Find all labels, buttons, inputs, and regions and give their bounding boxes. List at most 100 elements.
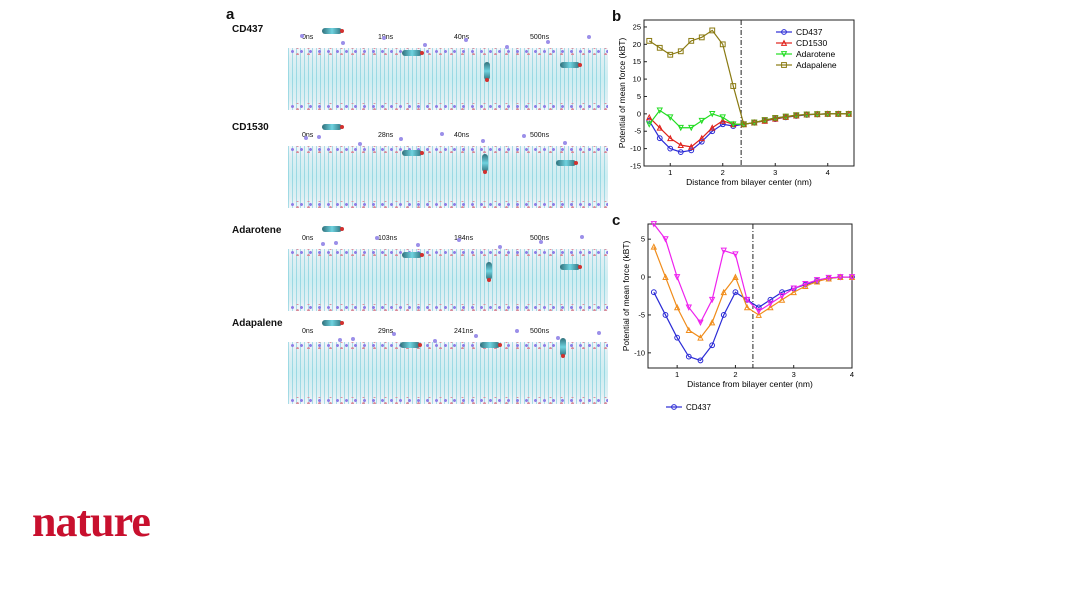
x-axis-label: Distance from bilayer center (nm) [686, 177, 812, 187]
data-point [781, 29, 787, 35]
drug-molecule [402, 150, 424, 156]
chart-c-pmf: 1 2 3 4 5 0 -5 -10 Distance from bilayer center … [621, 221, 856, 412]
legend-item: CD1530 [776, 38, 827, 48]
y-tick-label: 20 [633, 40, 641, 49]
data-point [719, 41, 726, 48]
water-molecule [304, 136, 308, 140]
data-point [824, 110, 831, 117]
y-tick-label: 0 [637, 109, 641, 118]
drug-molecule [322, 320, 344, 326]
y-tick-label: 25 [633, 22, 641, 31]
y-tick-label: 10 [633, 75, 641, 84]
data-point [761, 117, 768, 124]
legend-label: Adarotene [796, 49, 835, 59]
y-axis-label: Potential of mean force (kBT) [617, 38, 627, 149]
series-3 [646, 27, 852, 128]
data-point [697, 357, 704, 364]
data-point [677, 149, 684, 155]
water-molecule [515, 329, 519, 333]
data-point [814, 111, 821, 118]
data-point [793, 112, 800, 119]
water-molecule [457, 238, 461, 242]
data-point [767, 303, 774, 311]
chart-b-pmf: 1 2 3 4 25 20 15 10 5 0 -5 -10 -15 Distance from bila… [617, 19, 855, 187]
time-label: 29ns [378, 328, 394, 335]
drug-molecule [322, 28, 344, 34]
data-point [848, 274, 856, 281]
data-point [790, 288, 797, 296]
y-tick-label: 0 [641, 273, 645, 282]
data-point [802, 282, 809, 290]
panel-label-c: c [612, 212, 621, 229]
data-point [767, 300, 774, 308]
water-molecule [481, 139, 485, 143]
row-label-adarotene: Adarotene [232, 225, 282, 236]
series-2 [646, 107, 852, 132]
y-tick-label: -10 [634, 348, 645, 357]
data-point [743, 303, 751, 311]
row-label-adapalene: Adapalene [232, 318, 283, 329]
series-line [653, 246, 852, 339]
drug-molecule [402, 252, 424, 258]
data-point [781, 62, 787, 68]
drug-molecule [482, 154, 488, 174]
y-axis-label: Potential of mean force (kBT) [621, 241, 631, 352]
water-molecule [539, 240, 543, 244]
data-point [673, 303, 681, 311]
data-point [772, 115, 779, 121]
water-molecule [556, 336, 560, 340]
data-point [709, 110, 716, 118]
data-point [803, 111, 810, 118]
series-2 [650, 221, 856, 327]
data-point [650, 243, 658, 250]
series-0 [650, 274, 855, 364]
water-molecule [341, 41, 345, 45]
time-label: 241ns [454, 328, 474, 335]
x-axis-label: Distance from bilayer center (nm) [687, 379, 813, 389]
data-point [650, 289, 657, 296]
series-0 [646, 110, 852, 155]
data-point [677, 48, 684, 55]
data-point [656, 107, 663, 114]
x-tick-label: 4 [826, 168, 830, 177]
data-point [646, 121, 653, 128]
water-molecule [464, 38, 468, 42]
data-point [646, 37, 653, 44]
water-molecule [597, 331, 601, 335]
data-point [671, 404, 677, 410]
data-point [782, 113, 789, 120]
data-point [780, 51, 788, 58]
data-point [709, 27, 716, 34]
nature-logo: nature [32, 497, 151, 546]
data-point [667, 134, 674, 142]
data-point [778, 296, 786, 303]
data-point [740, 121, 747, 128]
data-point [688, 147, 695, 154]
water-molecule [399, 137, 403, 141]
data-point [662, 236, 669, 243]
y-tick-label: -5 [634, 127, 641, 136]
data-point [685, 304, 693, 311]
data-point [650, 221, 658, 228]
data-point [656, 135, 663, 142]
panel-label-a: a [226, 6, 235, 23]
series-1 [646, 110, 852, 150]
data-point [698, 34, 705, 41]
y-tick-label: -10 [630, 144, 641, 153]
legend-item: Adarotene [776, 49, 835, 59]
data-point [751, 119, 758, 126]
drug-molecule [322, 226, 344, 232]
time-label: 0ns [302, 132, 314, 139]
data-point [845, 110, 852, 117]
x-tick-label: 1 [675, 370, 679, 379]
series-line [648, 113, 849, 148]
data-point [743, 296, 751, 304]
drug-molecule [556, 160, 578, 166]
water-molecule [375, 236, 379, 240]
water-molecule [423, 43, 427, 47]
time-label: 28ns [378, 132, 394, 139]
time-label: 0ns [302, 328, 314, 335]
data-point [685, 353, 692, 360]
plot-frame [643, 19, 855, 167]
drug-molecule [484, 62, 490, 82]
